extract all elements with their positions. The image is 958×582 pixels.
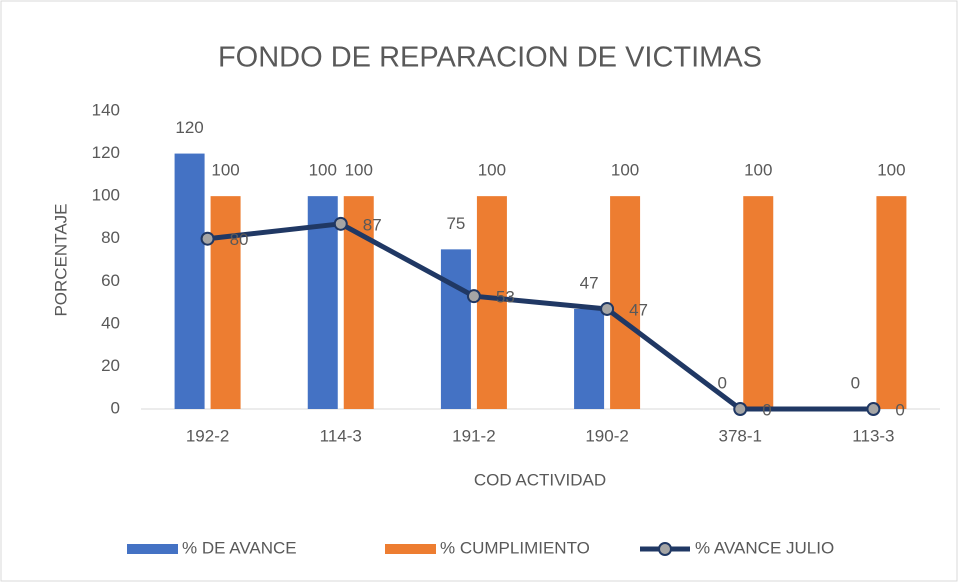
x-tick-label: 113-3 <box>852 426 894 445</box>
bar <box>574 308 605 409</box>
bar <box>610 196 641 409</box>
data-label: 47 <box>629 300 648 319</box>
bar <box>307 196 338 409</box>
legend-label: % AVANCE JULIO <box>695 538 834 557</box>
y-tick-label: 40 <box>101 313 120 332</box>
x-tick-label: 190-2 <box>585 426 628 445</box>
legend-swatch <box>658 542 672 556</box>
y-tick-label: 100 <box>92 186 120 205</box>
data-label: 100 <box>478 161 506 180</box>
data-label: 100 <box>309 161 337 180</box>
data-label: 100 <box>211 161 239 180</box>
y-axis-label: PORCENTAJE <box>51 203 70 316</box>
legend-label: % CUMPLIMIENTO <box>440 538 590 557</box>
line-marker <box>733 402 748 416</box>
line-marker <box>200 231 215 246</box>
y-tick-label: 0 <box>111 398 120 417</box>
y-tick-label: 80 <box>101 228 120 247</box>
x-tick-label: 191-2 <box>452 426 495 445</box>
x-tick-label: 114-3 <box>320 426 362 445</box>
data-label: 0 <box>718 373 727 392</box>
bar <box>876 196 907 409</box>
data-label: 75 <box>446 214 465 233</box>
data-label: 120 <box>175 118 203 137</box>
line-marker <box>466 289 481 304</box>
data-label: 100 <box>345 161 373 180</box>
y-tick-label: 60 <box>101 271 120 290</box>
data-label: 0 <box>762 400 771 419</box>
data-label: 0 <box>895 400 904 419</box>
data-label: 0 <box>851 373 860 392</box>
data-label: 100 <box>611 161 639 180</box>
line-marker <box>333 216 348 231</box>
legend-label: % DE AVANCE <box>182 538 297 557</box>
x-tick-label: 192-2 <box>186 426 229 445</box>
legend-swatch <box>385 544 436 554</box>
bar <box>174 153 205 409</box>
line-marker <box>866 402 881 416</box>
data-label: 80 <box>230 230 249 249</box>
data-label: 47 <box>580 273 599 292</box>
line-marker <box>600 301 615 316</box>
x-tick-label: 378-1 <box>719 426 762 445</box>
legend-swatch <box>127 544 178 554</box>
bar <box>743 196 774 409</box>
x-axis-label: COD ACTIVIDAD <box>474 470 606 489</box>
y-tick-label: 140 <box>92 100 120 119</box>
y-tick-label: 20 <box>101 356 120 375</box>
chart-title: FONDO DE REPARACION DE VICTIMAS <box>218 42 762 74</box>
bar <box>440 249 471 409</box>
data-label: 100 <box>877 161 905 180</box>
y-tick-label: 120 <box>92 143 120 162</box>
data-label: 100 <box>744 161 772 180</box>
bar <box>210 196 241 409</box>
bar <box>476 196 507 409</box>
data-label: 87 <box>363 215 382 234</box>
line <box>207 221 874 412</box>
data-label: 53 <box>496 288 515 307</box>
